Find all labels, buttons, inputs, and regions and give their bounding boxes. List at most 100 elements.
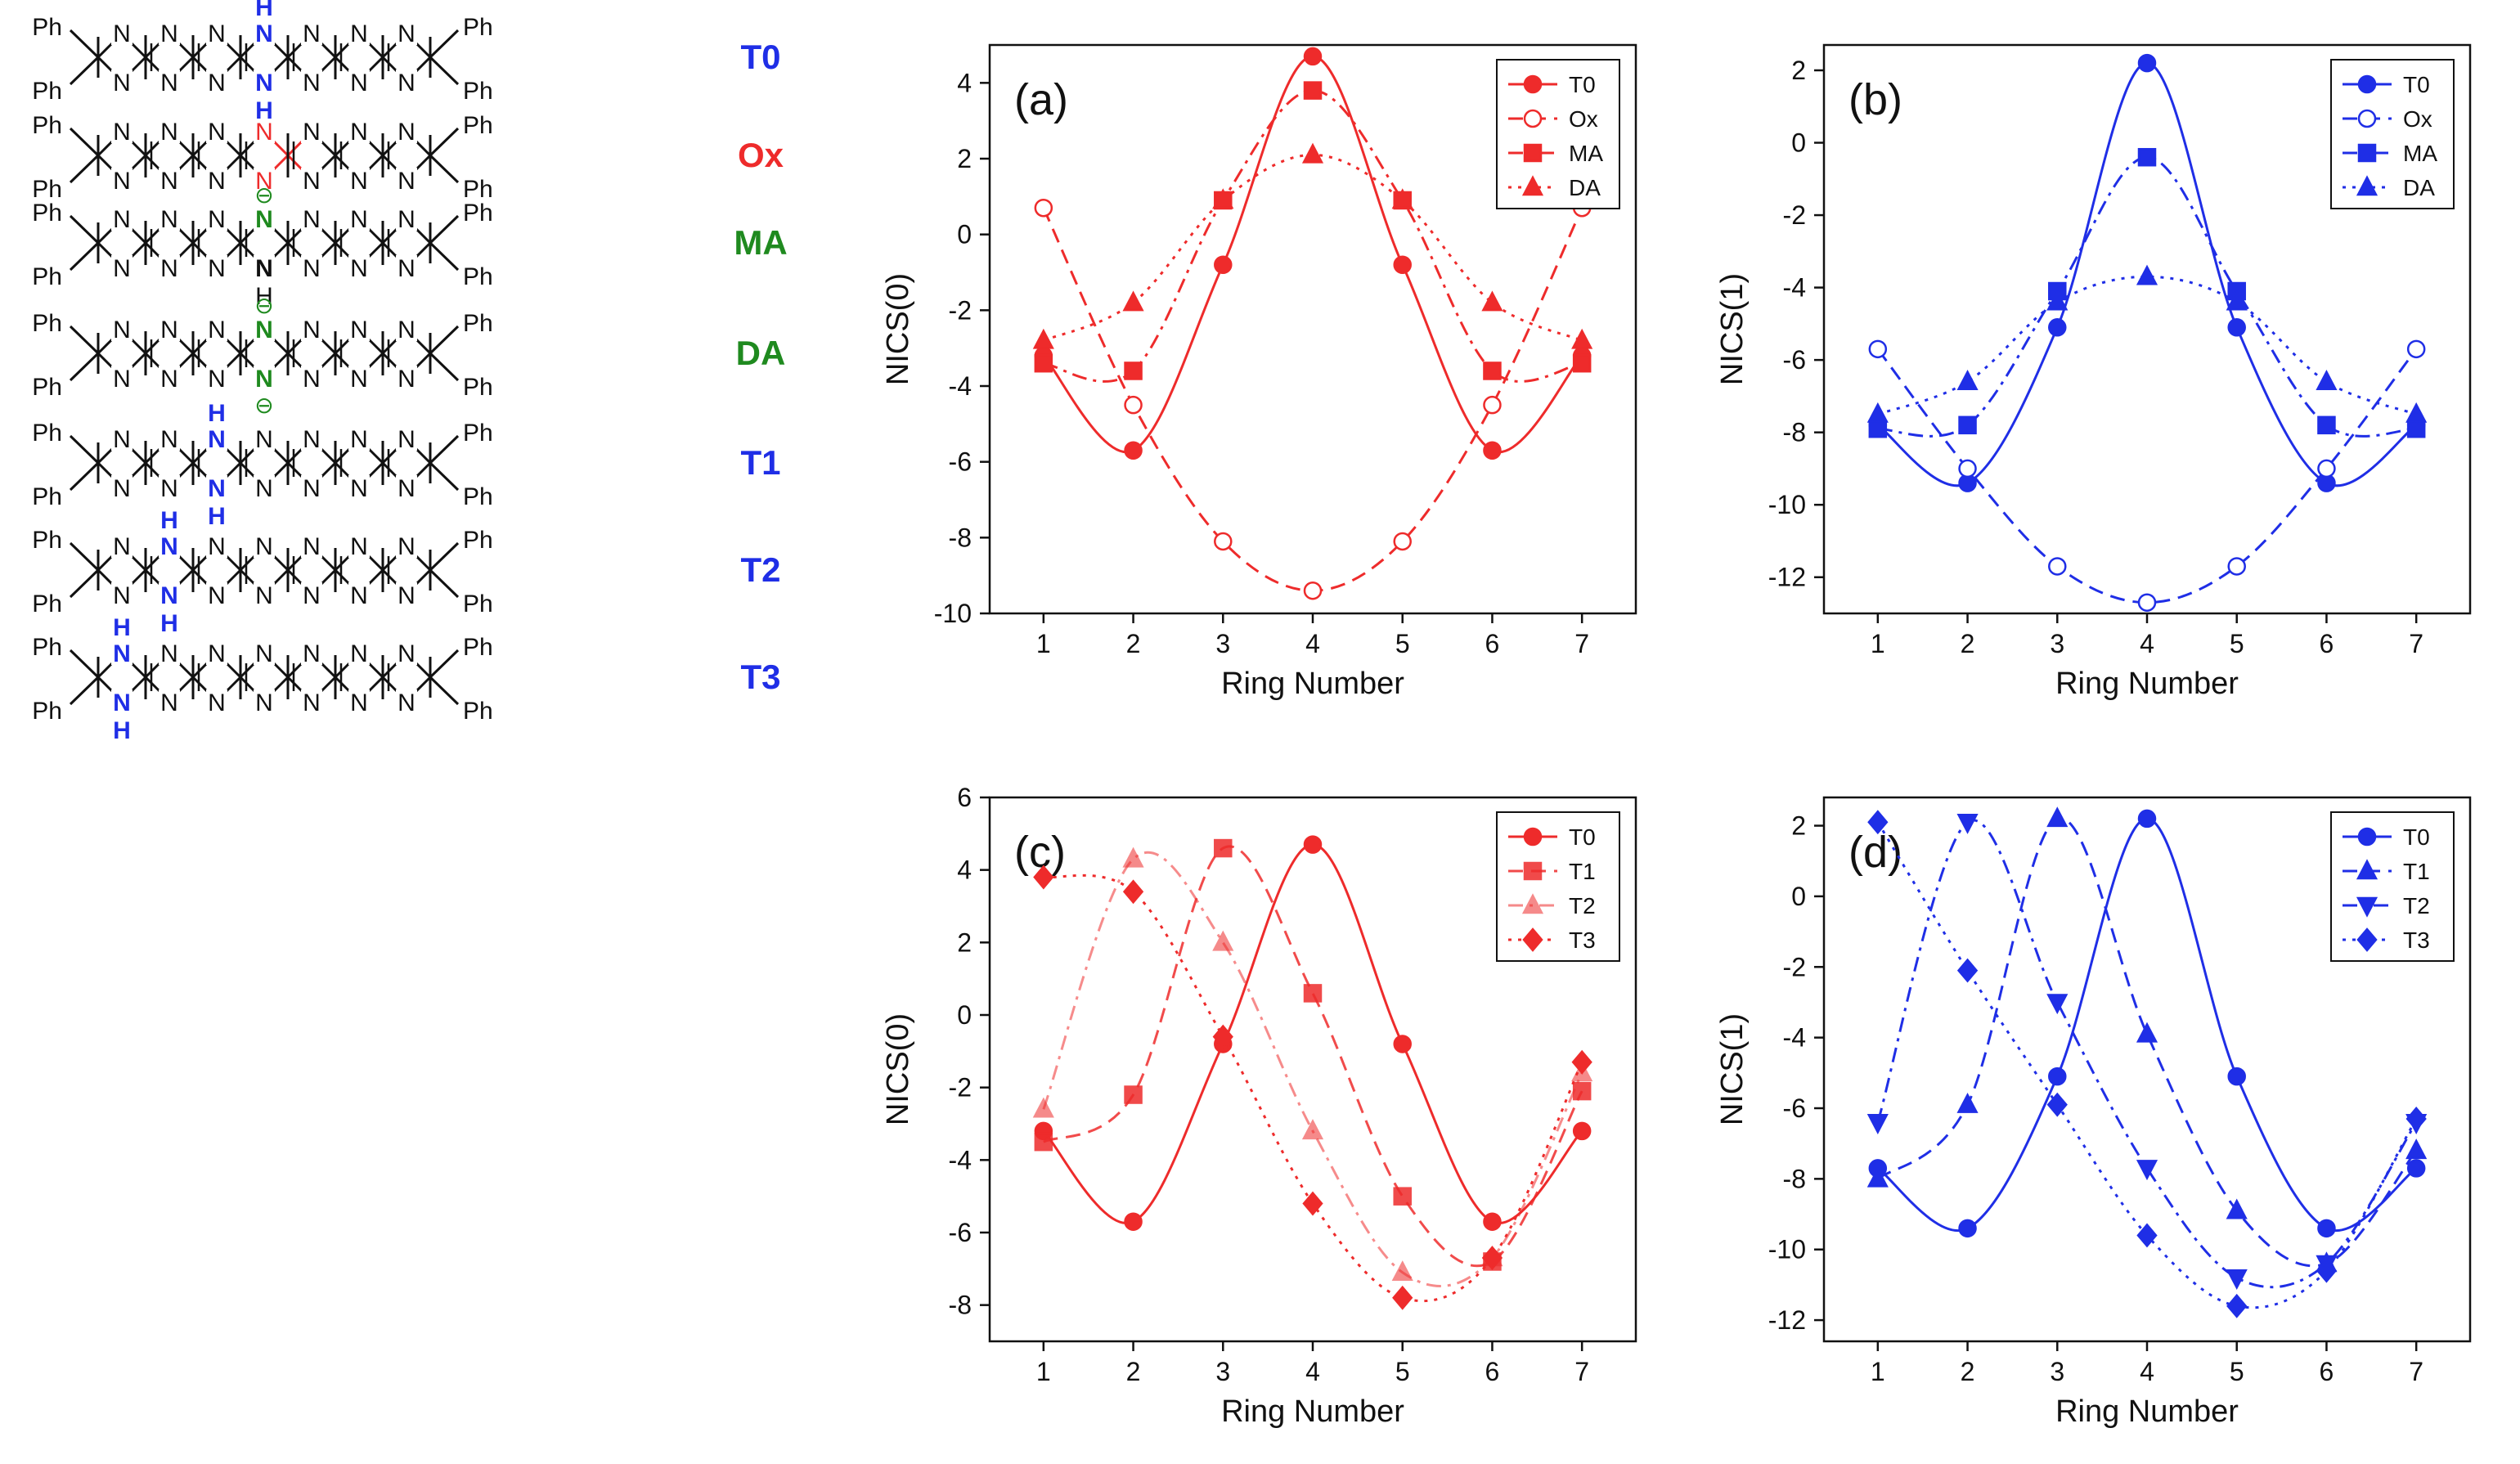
y-tick-label: -6	[949, 447, 972, 477]
x-tick-label: 6	[1485, 629, 1500, 658]
x-tick-label: 4	[1305, 1357, 1320, 1386]
atom-n-top: N	[255, 640, 273, 667]
atom-n-bottom: N	[113, 255, 131, 282]
y-axis-label: NICS(1)	[1715, 1013, 1750, 1125]
atom-n-top: N	[208, 640, 226, 667]
phenyl-label: Ph	[463, 374, 493, 401]
atom-bg	[159, 168, 180, 192]
atom-n-bottom: N	[208, 70, 226, 97]
atom-n-bottom: N	[113, 582, 131, 609]
atom-n-bottom: N	[208, 689, 226, 716]
data-point-circle	[2137, 53, 2157, 73]
data-point-triangle-down	[1956, 813, 1979, 834]
atom-bg	[396, 255, 417, 280]
legend-label: T2	[2403, 893, 2430, 918]
bond	[429, 676, 460, 706]
atom-n-bottom: N	[160, 475, 178, 502]
x-tick-label: 1	[1871, 1357, 1885, 1386]
atom-bg	[206, 20, 227, 45]
panel-label: (b)	[1848, 75, 1902, 124]
series-t0	[1034, 47, 1592, 460]
legend: T0 T1 T2 T3	[2330, 811, 2455, 962]
data-point-circle	[2357, 74, 2377, 94]
x-tick-label: 6	[1485, 1357, 1500, 1386]
y-tick-label: -2	[949, 295, 972, 325]
data-point-circle	[1868, 339, 1888, 359]
legend: T0 T1 T2 T3	[1496, 811, 1620, 962]
atom-bg	[159, 582, 180, 607]
bond	[69, 214, 100, 245]
atom-bg	[396, 426, 417, 451]
data-point-triangle-down	[2136, 1160, 2158, 1181]
atom-bg	[348, 640, 370, 665]
atom-bg	[348, 168, 370, 192]
data-point-diamond	[1033, 864, 1054, 890]
atom-bg	[206, 533, 227, 558]
atom-bg	[206, 366, 227, 390]
chart-d-nics1-tautomers: 1 2 3 4 5 6 7 -12 -10 -8 -6 -4 -2 0 2 Ring Number NICS(1…	[1715, 796, 2472, 1429]
x-tick-label: 7	[2409, 1357, 2423, 1386]
bond	[69, 29, 100, 59]
atom-n-bottom: N	[303, 582, 321, 609]
atom-bg	[301, 366, 322, 390]
bond	[69, 352, 100, 382]
atom-n-bottom: N	[350, 582, 368, 609]
x-tick-label: 3	[2050, 629, 2064, 658]
x-tick-label: 5	[1395, 629, 1410, 658]
data-point-diamond	[1571, 1049, 1592, 1075]
data-point-diamond	[1522, 927, 1543, 952]
atom-bg	[254, 475, 275, 500]
atom-n-bottom: N	[350, 255, 368, 282]
atom-bg	[301, 533, 322, 558]
y-tick-label: 2	[957, 927, 972, 957]
atom-bg	[206, 70, 227, 94]
data-point-square	[1483, 362, 1502, 380]
atom-bg	[111, 70, 133, 94]
data-point-triangle	[2405, 1138, 2428, 1160]
atom-n-bottom: N	[113, 70, 131, 97]
legend-box	[1496, 811, 1620, 962]
data-point-triangle	[1956, 369, 1979, 390]
x-tick-label: 4	[2140, 1357, 2154, 1386]
atom-bg	[159, 640, 180, 665]
data-point-diamond	[1122, 879, 1144, 905]
data-point-square	[1034, 353, 1053, 373]
y-tick-label: -6	[949, 1218, 972, 1247]
atom-bg	[254, 255, 275, 280]
charge-top: ⊖	[254, 293, 273, 318]
atom-h-bottom: H	[255, 97, 273, 124]
data-point-circle	[1034, 198, 1053, 218]
atom-n-top: N	[350, 119, 368, 146]
data-point-triangle	[1571, 328, 1593, 349]
atom-n-bottom: N	[350, 168, 368, 195]
y-tick-label: -12	[1768, 563, 1806, 592]
bond	[429, 461, 460, 492]
y-tick-label: -10	[1768, 1235, 1806, 1264]
legend-label: MA	[2403, 141, 2437, 166]
phenyl-label: Ph	[463, 527, 493, 554]
data-point-circle	[1523, 109, 1543, 128]
legend-label: MA	[1569, 141, 1603, 166]
atom-bg	[254, 533, 275, 558]
atom-h-top: H	[113, 614, 131, 641]
atom-n-bottom: N	[303, 255, 321, 282]
data-point-diamond	[1302, 1191, 1323, 1216]
atom-n-top: N	[255, 119, 273, 146]
atom-bg	[206, 582, 227, 607]
chart-a-nics0-oxidation: 1 2 3 4 5 6 7 -10 -8 -6 -4 -2 0 2 4 Ring Number NICS(0) (…	[881, 43, 1637, 701]
y-tick-label: -10	[1768, 490, 1806, 519]
atom-bg	[348, 255, 370, 280]
bond	[69, 676, 100, 706]
data-point-circle	[1393, 255, 1412, 274]
data-point-circle	[2137, 809, 2157, 829]
atom-bg	[111, 20, 133, 45]
phenyl-label: Ph	[463, 263, 493, 290]
data-point-triangle	[2356, 859, 2379, 880]
data-point-diamond	[2405, 1107, 2427, 1131]
atom-bg	[159, 366, 180, 390]
atom-bg	[159, 475, 180, 500]
phenyl-label: Ph	[463, 310, 493, 337]
legend-label: DA	[2403, 175, 2435, 200]
atom-bg	[348, 317, 370, 341]
atom-n-top: N	[160, 533, 178, 560]
